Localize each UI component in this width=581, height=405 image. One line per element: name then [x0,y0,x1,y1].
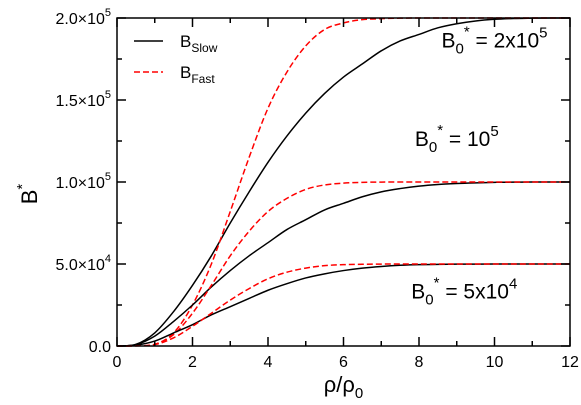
y-tick-mantissa: 0.0 [89,339,111,356]
y-tick-exponent: 5 [105,7,111,19]
y-tick-mantissa: 1.0×10 [55,175,104,192]
legend-label-subscript: Slow [191,41,217,55]
x-axis-label: ρ/ρ0 [324,372,364,402]
annotation-base: B [441,30,455,53]
y-tick-label: 1.5×105 [55,89,111,110]
y-tick-mantissa: 1.5×10 [55,93,104,110]
annotation-base: B [411,280,425,303]
legend-label-subscript: Fast [191,72,215,86]
legend-label-base: B [180,32,191,51]
x-tick-label: 8 [415,354,424,371]
x-tick-label: 0 [113,354,122,371]
annotation-superscript: * [464,24,470,41]
y-tick-label: 5.0×104 [55,253,111,274]
annotation-value: = 2x10 [470,30,539,53]
annotation-exponent: 5 [490,123,498,140]
annotation-exponent: 5 [539,25,547,42]
y-tick-exponent: 5 [105,89,111,101]
x-tick-label: 10 [486,354,504,371]
x-tick-label: 6 [339,354,348,371]
curve-annotation-1: B0* = 105 [415,122,499,156]
x-tick-label: 12 [561,354,579,371]
annotation-subscript: 0 [456,41,464,58]
legend-label-base: B [180,63,191,82]
series-line-fast-5 [116,263,570,347]
y-axis-label: B* [14,184,42,205]
legend-label-slow: BSlow [180,32,218,55]
x-axis-label-main: ρ/ρ [324,372,355,397]
series-line-fast-3 [116,181,571,347]
x-tick-label: 4 [264,354,273,371]
legend-label-fast: BFast [180,63,215,86]
annotation-superscript: * [437,122,443,139]
y-axis-label-main: B [17,190,42,205]
annotation-subscript: 0 [429,139,437,156]
annotation-value: = 10 [443,128,490,151]
annotation-exponent: 4 [509,275,517,292]
y-tick-mantissa: 2.0×10 [55,11,104,28]
y-tick-mantissa: 5.0×10 [55,257,104,274]
series-line-slow-2 [116,181,571,347]
y-tick-label: 1.0×105 [55,171,111,192]
axis-labels: ρ/ρ0B* [14,184,363,402]
x-tick-label: 2 [188,354,197,371]
y-tick-exponent: 4 [105,253,111,265]
y-tick-exponent: 5 [105,171,111,183]
annotation-base: B [415,128,429,151]
annotation-superscript: * [434,274,440,291]
x-axis-label-subscript: 0 [355,385,363,402]
y-tick-label: 2.0×105 [55,7,111,28]
curve-annotation-2: B0* = 5x104 [411,274,517,308]
annotation-subscript: 0 [425,291,433,308]
y-tick-label: 0.0 [89,339,111,356]
y-axis-label-superscript: * [14,184,31,190]
annotation-value: = 5x10 [439,280,508,303]
curve-annotation-0: B0* = 2x105 [441,24,547,58]
